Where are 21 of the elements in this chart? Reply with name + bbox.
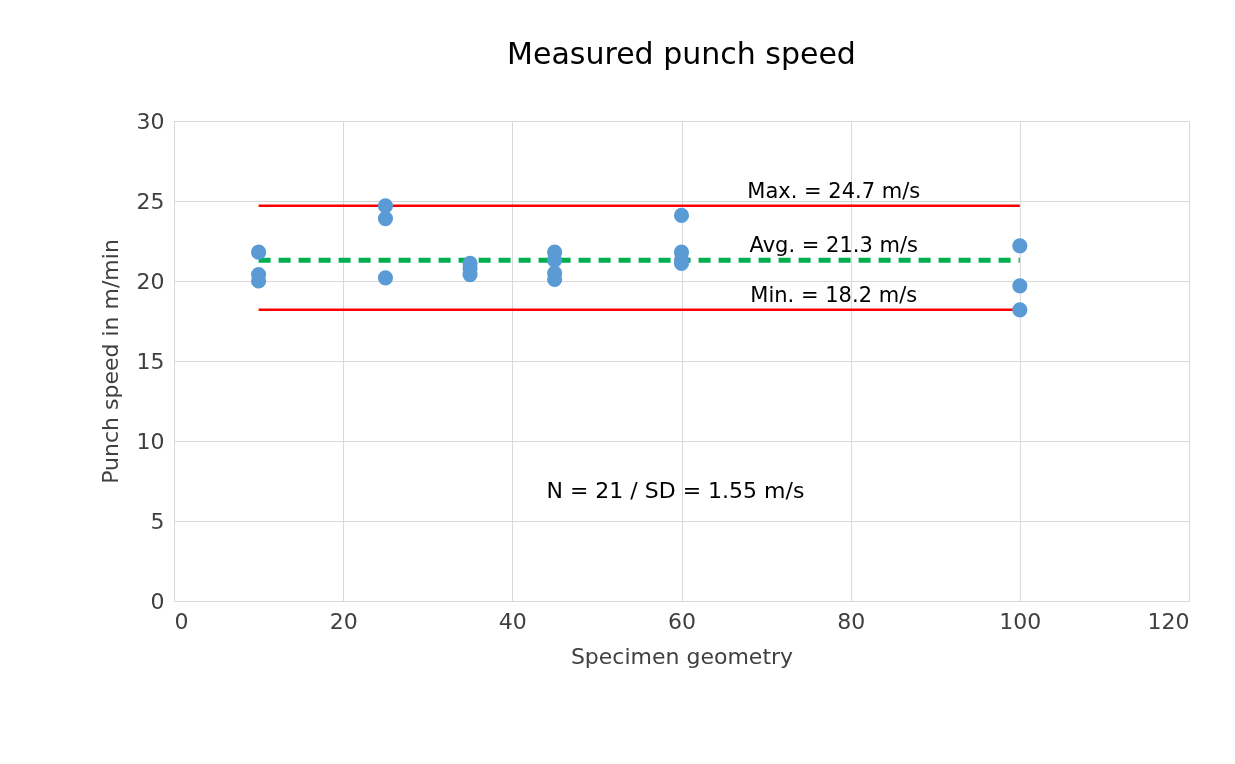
y-tick-label: 5 <box>150 508 165 534</box>
x-tick-label: 120 <box>1147 608 1190 634</box>
y-tick-label: 20 <box>136 268 165 294</box>
x-tick-label: 0 <box>174 608 189 634</box>
ref-line-label: Avg. = 21.3 m/s <box>749 233 918 258</box>
y-tick-label: 0 <box>150 588 165 614</box>
y-tick-label: 25 <box>136 188 165 214</box>
y-tick-label: 15 <box>136 348 165 374</box>
chart-title: Measured punch speed <box>507 36 856 71</box>
ref-line-label: Min. = 18.2 m/s <box>750 282 918 307</box>
x-tick-label: 80 <box>837 608 866 634</box>
x-tick-label: 40 <box>498 608 527 634</box>
y-tick-label: 10 <box>136 428 165 454</box>
y-tick-label: 30 <box>136 108 165 134</box>
y-axis-title: Punch speed in m/min <box>97 239 123 484</box>
annotation: N = 21 / SD = 1.55 m/s <box>546 477 805 503</box>
x-axis-title: Specimen geometry <box>570 643 794 669</box>
ref-line-label: Max. = 24.7 m/s <box>747 178 921 203</box>
x-tick-label: 20 <box>329 608 358 634</box>
x-tick-label: 100 <box>999 608 1042 634</box>
x-tick-label: 60 <box>668 608 696 634</box>
